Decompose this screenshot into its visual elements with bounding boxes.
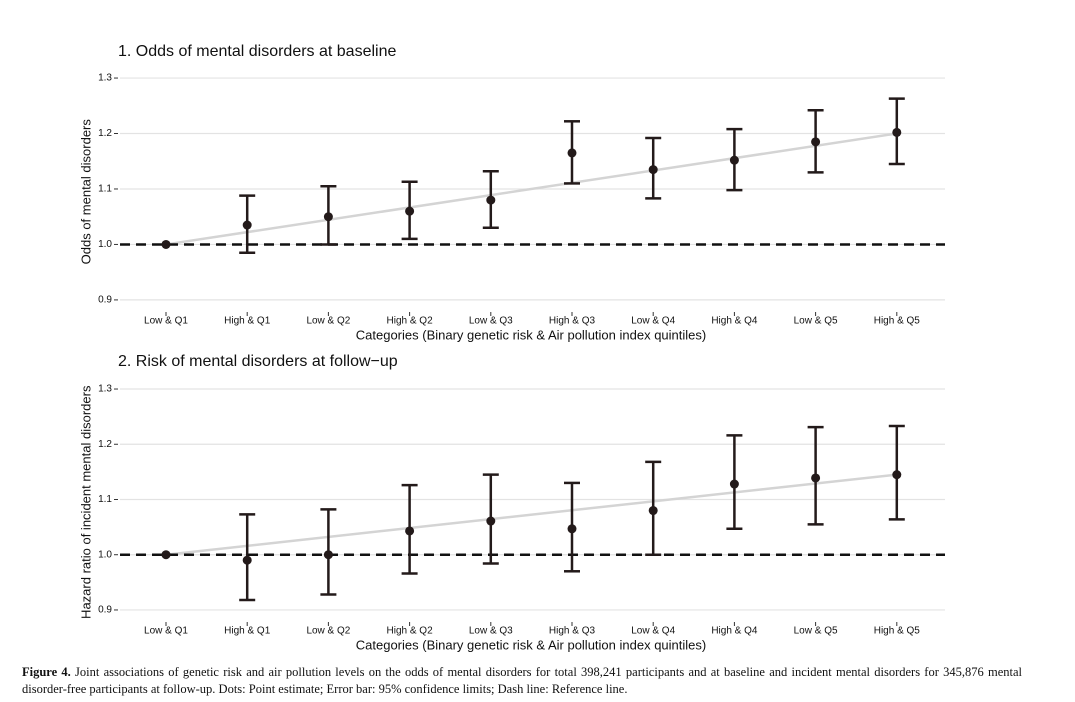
caption-text: Joint associations of genetic risk and a… [22, 665, 1022, 696]
x-axis-label: Categories (Binary genetic risk & Air po… [356, 327, 706, 342]
point [323, 212, 333, 222]
x-tick-label: High & Q5 [874, 316, 921, 327]
point [729, 155, 739, 165]
trend-line [165, 132, 897, 246]
point [486, 195, 496, 205]
point [405, 206, 415, 216]
x-tick-label: Low & Q4 [631, 626, 675, 637]
point [811, 473, 821, 483]
x-tick-label: High & Q1 [224, 626, 271, 637]
point [648, 165, 658, 175]
x-tick-label: High & Q1 [224, 316, 271, 327]
x-tick-label: Low & Q3 [469, 316, 513, 327]
chart: 1. Odds of mental disorders at baseline O… [78, 43, 945, 652]
point [567, 148, 577, 158]
y-tick-label: 1.0 [98, 239, 112, 250]
point [892, 127, 902, 137]
chart-title: 1. Odds of mental disorders at baseline [118, 43, 396, 60]
point [405, 526, 415, 536]
point [161, 239, 171, 249]
point [892, 470, 902, 480]
y-tick-label: 1.3 [98, 384, 112, 395]
caption-label: Figure 4. [22, 665, 71, 679]
x-tick-label: High & Q5 [874, 626, 921, 637]
y-axis-label: Hazard ratio of incident mental disorder… [78, 385, 93, 619]
y-tick-label: 1.1 [98, 184, 112, 195]
y-tick-label: 1.1 [98, 494, 112, 505]
y-tick-label: 1.2 [98, 439, 112, 450]
point [161, 550, 171, 560]
x-tick-label: High & Q3 [549, 626, 596, 637]
x-tick-label: Low & Q5 [794, 626, 838, 637]
x-tick-label: Low & Q1 [144, 626, 188, 637]
point [242, 220, 252, 230]
y-tick-label: 1.2 [98, 128, 112, 139]
y-axis-label: Odds of mental disorders [78, 119, 93, 265]
x-tick-label: Low & Q3 [469, 626, 513, 637]
caption: Figure 4. Joint associations of genetic … [22, 664, 1022, 698]
point [242, 555, 252, 565]
y-tick-label: 0.9 [98, 295, 112, 306]
x-tick-label: Low & Q4 [631, 316, 675, 327]
chart-title: 2. Risk of mental disorders at follow−up [118, 353, 398, 370]
x-axis-label: Categories (Binary genetic risk & Air po… [356, 637, 706, 652]
point [811, 137, 821, 147]
x-tick-label: High & Q3 [549, 316, 596, 327]
point [567, 524, 577, 534]
trend-line [165, 473, 897, 556]
point [323, 550, 333, 560]
x-tick-label: High & Q4 [711, 316, 758, 327]
x-tick-label: High & Q2 [387, 626, 434, 637]
point [648, 506, 658, 516]
y-tick-label: 1.3 [98, 73, 112, 84]
x-tick-label: High & Q4 [711, 626, 758, 637]
x-tick-label: High & Q2 [387, 316, 434, 327]
y-tick-label: 0.9 [98, 605, 112, 616]
y-tick-label: 1.0 [98, 549, 112, 560]
x-tick-label: Low & Q2 [306, 626, 350, 637]
point [486, 516, 496, 526]
x-tick-label: Low & Q2 [306, 316, 350, 327]
x-tick-label: Low & Q5 [794, 316, 838, 327]
x-tick-label: Low & Q1 [144, 316, 188, 327]
point [729, 479, 739, 489]
